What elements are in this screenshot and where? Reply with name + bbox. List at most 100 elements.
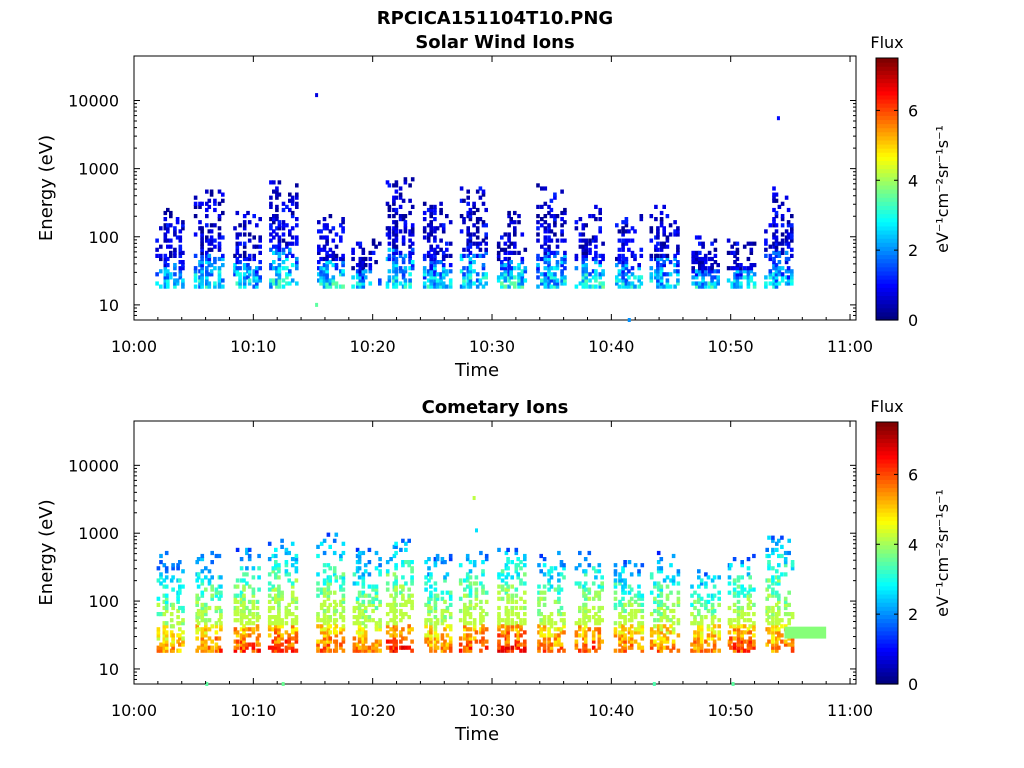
- solar-cell: [509, 272, 513, 277]
- cometary-cell: [697, 599, 701, 604]
- solar-cell: [295, 266, 299, 271]
- cometary-cell: [740, 575, 744, 580]
- solar-cell: [339, 235, 343, 240]
- solar-cell: [272, 244, 276, 249]
- cometary-cell: [363, 633, 368, 638]
- solar-cell: [394, 220, 399, 225]
- solar-cell: [560, 232, 564, 237]
- cometary-colorbar-segment: [876, 651, 898, 656]
- cometary-cell: [740, 590, 744, 595]
- cometary-cell: [341, 599, 346, 604]
- cometary-cell: [374, 645, 379, 650]
- cometary-cell: [597, 618, 602, 623]
- cometary-cell: [587, 615, 592, 620]
- cometary-cell: [204, 605, 208, 611]
- cometary-cell: [497, 612, 501, 617]
- solar-cell: [328, 247, 333, 252]
- cometary-cell: [399, 630, 403, 635]
- solar-cell: [331, 253, 336, 258]
- solar-cell: [277, 275, 282, 280]
- cometary-cell: [294, 627, 299, 632]
- solar-cell: [277, 269, 282, 274]
- solar-cell: [752, 284, 757, 289]
- cometary-cell: [357, 566, 362, 571]
- cometary-cell: [790, 645, 795, 650]
- cometary-cell: [736, 605, 741, 611]
- solar-cell: [258, 235, 262, 240]
- solar-cell: [578, 217, 583, 222]
- solar-cell: [790, 272, 794, 277]
- cometary-cell: [361, 575, 366, 580]
- solar-cell: [633, 284, 637, 289]
- cometary-cell: [274, 645, 278, 650]
- solar-cell: [517, 278, 521, 283]
- cometary-cell: [341, 624, 346, 629]
- cometary-cell: [706, 624, 711, 629]
- solar-cell: [433, 272, 437, 277]
- cometary-cell: [399, 547, 403, 552]
- solar-cell: [630, 226, 635, 231]
- cometary-cell: [623, 633, 627, 638]
- solar-cell: [555, 260, 560, 265]
- cometary-cell: [727, 630, 732, 635]
- solar-cell: [322, 235, 327, 240]
- cometary-cell: [181, 642, 185, 647]
- solar-cell: [221, 284, 225, 289]
- cometary-cell: [514, 550, 519, 556]
- cometary-cell: [465, 593, 470, 598]
- solar-cell: [742, 244, 747, 249]
- cometary-cell: [290, 618, 295, 623]
- cometary-cell: [235, 593, 240, 598]
- cometary-cell: [506, 572, 510, 577]
- cometary-cell: [178, 605, 182, 611]
- cometary-cell: [775, 648, 779, 653]
- cometary-cell: [481, 630, 485, 635]
- cometary-cell: [280, 596, 284, 601]
- cometary-cell: [656, 550, 661, 556]
- solar-cell: [392, 266, 396, 271]
- solar-cell: [784, 195, 789, 200]
- cometary-cell: [357, 648, 362, 653]
- cometary-cell: [729, 621, 733, 626]
- solar-cell: [549, 198, 554, 203]
- cometary-cell: [597, 569, 602, 574]
- cometary-cell: [465, 584, 470, 589]
- cometary-cell: [562, 612, 566, 617]
- solar-cell: [355, 284, 360, 289]
- cometary-cell: [542, 596, 547, 601]
- cometary-cell: [583, 642, 588, 647]
- solar-cell: [422, 201, 427, 206]
- solar-cell: [713, 269, 718, 274]
- solar-cell: [358, 256, 363, 262]
- cometary-cell: [500, 645, 505, 650]
- cometary-cell: [219, 615, 223, 620]
- cometary-cell: [736, 636, 741, 641]
- solar-cell: [703, 253, 708, 258]
- cometary-cell: [514, 639, 519, 644]
- solar-cell: [392, 278, 396, 283]
- cometary-cell: [367, 615, 372, 620]
- solar-cell: [517, 266, 521, 271]
- solar-cell: [639, 275, 644, 280]
- solar-cell: [403, 220, 408, 225]
- cometary-cell: [665, 584, 670, 589]
- cometary-cell: [169, 630, 174, 635]
- cometary-cell: [176, 615, 180, 620]
- cometary-colorbar-segment: [876, 577, 898, 583]
- solar-cell: [277, 263, 282, 268]
- cometary-cell: [787, 602, 791, 607]
- solar-cell: [468, 210, 473, 216]
- cometary-cell: [516, 557, 520, 562]
- cometary-cell: [332, 538, 337, 543]
- solar-cell: [422, 253, 427, 258]
- solar-cell: [385, 256, 390, 262]
- cometary-cell: [433, 596, 438, 601]
- cometary-colorbar-segment: [876, 507, 898, 513]
- cometary-cell: [233, 596, 238, 601]
- cometary-cell: [706, 636, 711, 641]
- cometary-cell: [371, 618, 375, 623]
- cometary-cell: [280, 621, 284, 626]
- solar-cell: [401, 235, 406, 240]
- cometary-cell: [637, 608, 641, 614]
- cometary-cell: [463, 608, 467, 614]
